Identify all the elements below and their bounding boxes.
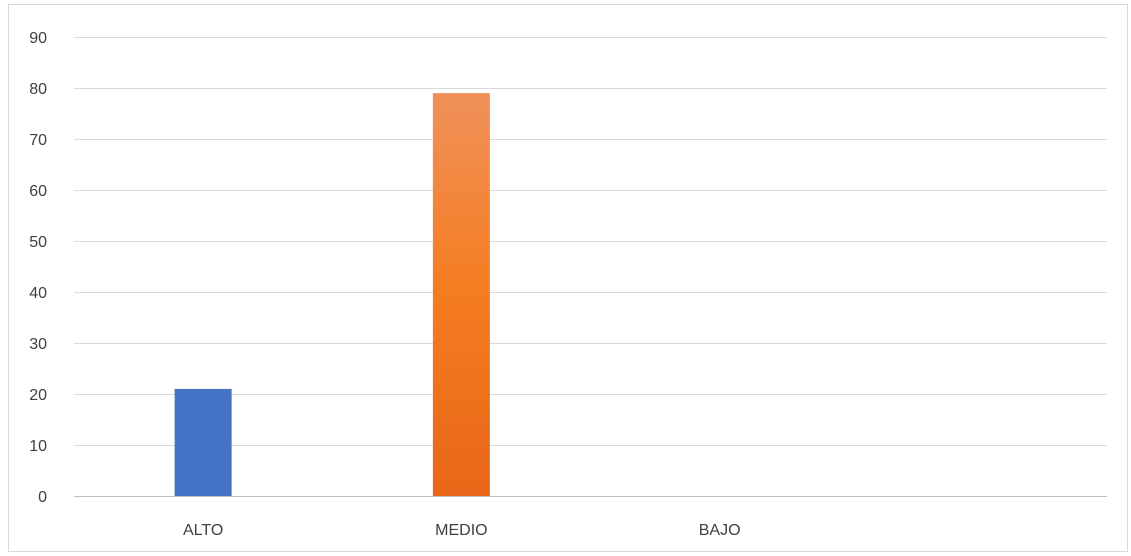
y-tick-label-90: 90 [29,30,47,47]
y-axis-ticks: 0 10 20 30 40 50 60 70 80 90 [29,30,47,506]
y-tick-label-10: 10 [29,438,47,455]
bars [174,93,490,496]
x-axis-categories: ALTO MEDIO BAJO [183,522,741,539]
gridlines [74,37,1107,497]
bar-medio [432,93,490,496]
y-tick-label-40: 40 [29,285,47,302]
bar-alto [174,388,232,496]
x-category-label-bajo: BAJO [699,522,741,539]
y-tick-label-60: 60 [29,183,47,200]
y-tick-label-0: 0 [38,489,47,506]
y-tick-label-80: 80 [29,81,47,98]
x-category-label-alto: ALTO [183,522,223,539]
x-category-label-medio: MEDIO [435,522,487,539]
y-tick-label-50: 50 [29,234,47,251]
y-tick-label-20: 20 [29,387,47,404]
y-tick-label-70: 70 [29,132,47,149]
y-tick-label-30: 30 [29,336,47,353]
